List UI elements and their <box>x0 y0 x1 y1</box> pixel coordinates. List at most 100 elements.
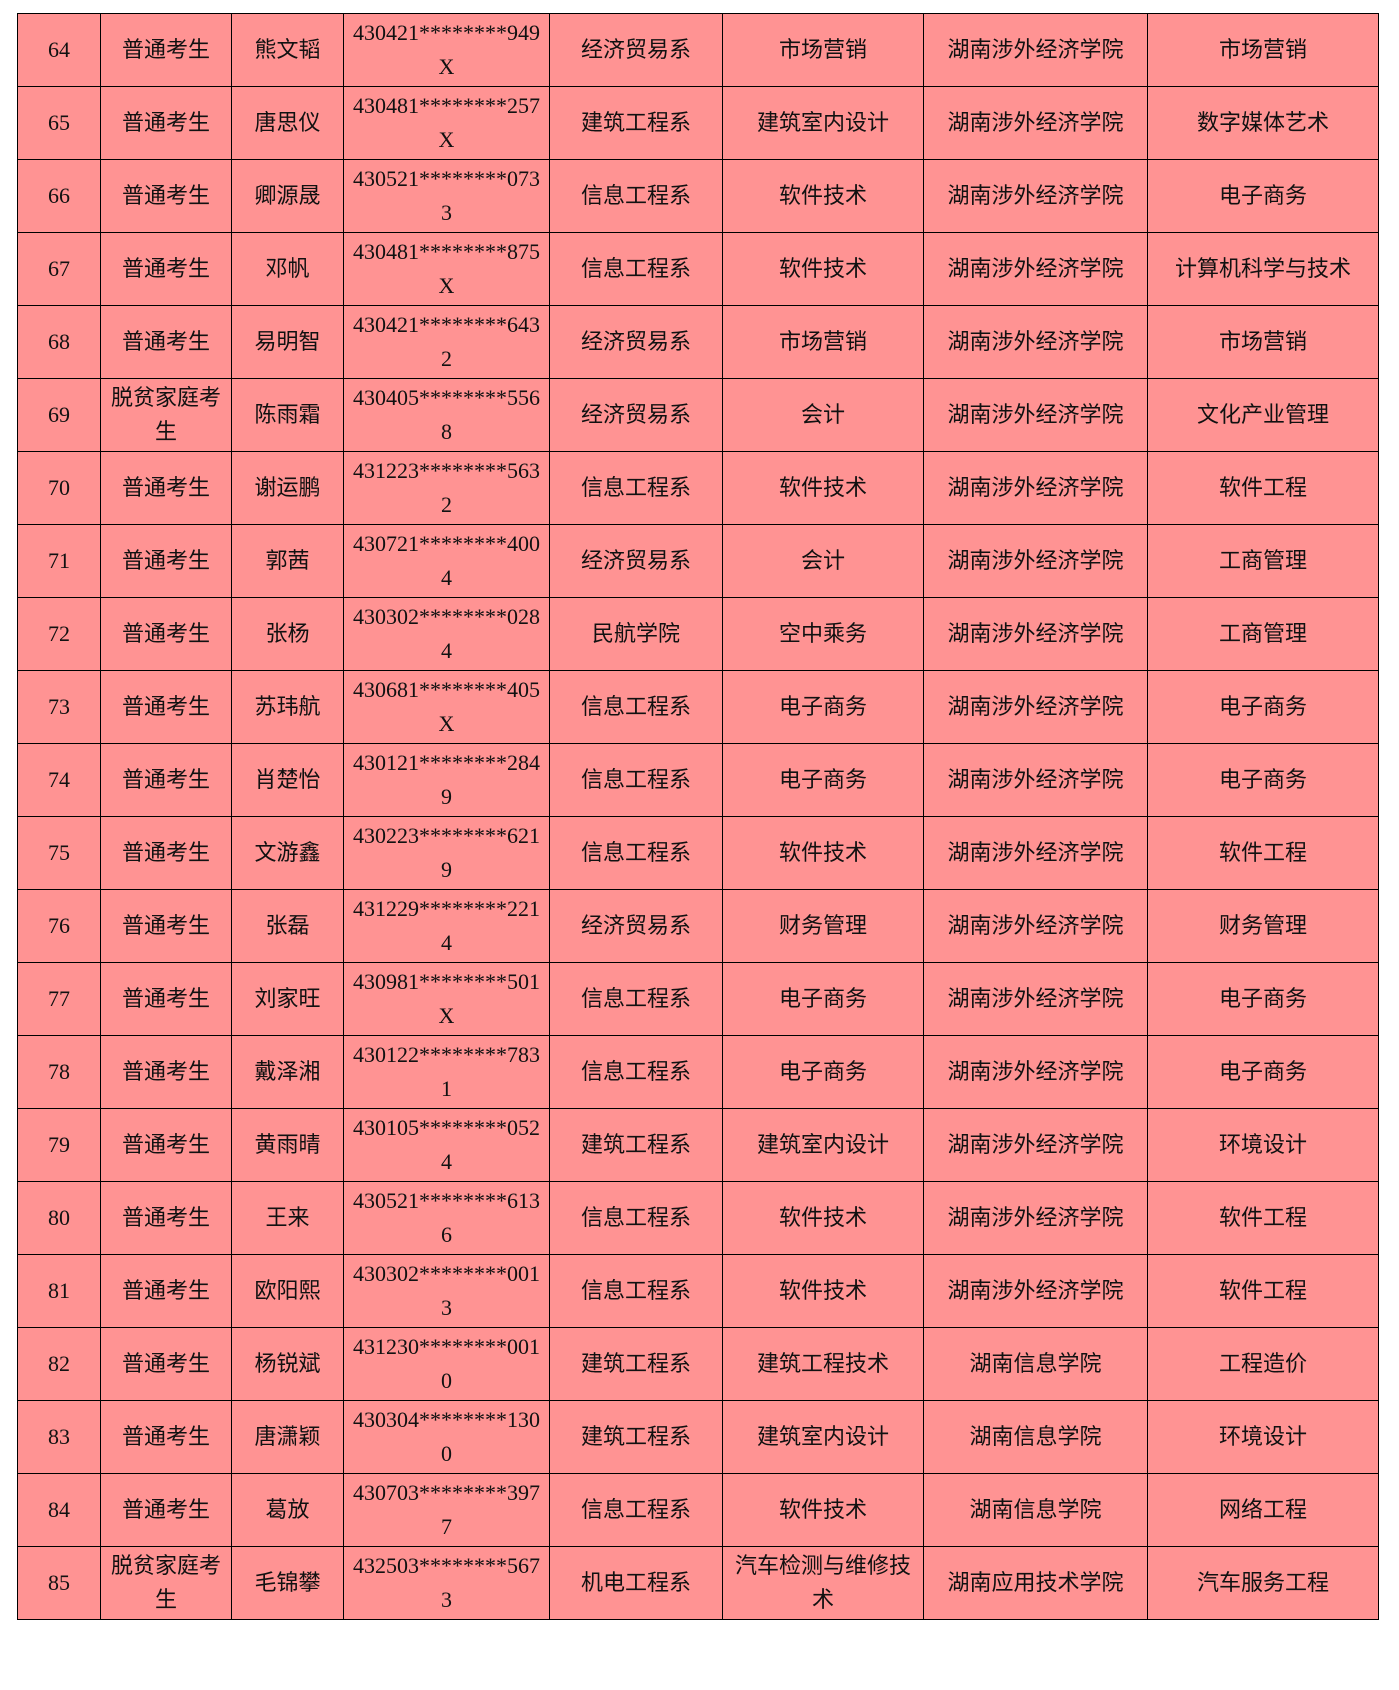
target-major-cell: 环境设计 <box>1147 1400 1379 1474</box>
major-cell: 软件技术 <box>722 451 924 525</box>
department-cell: 建筑工程系 <box>549 86 723 160</box>
seq-cell: 66 <box>17 159 101 233</box>
target-major-cell: 市场营销 <box>1147 305 1379 379</box>
id-number-cell: 430223********6219 <box>343 816 550 890</box>
target-college-cell: 湖南涉外经济学院 <box>923 524 1148 598</box>
category-cell: 脱贫家庭考生 <box>100 378 232 452</box>
name-cell: 王来 <box>231 1181 344 1255</box>
department-cell: 民航学院 <box>549 597 723 671</box>
id-number-cell: 430481********257X <box>343 86 550 160</box>
target-major-cell: 财务管理 <box>1147 889 1379 963</box>
name-cell: 杨锐斌 <box>231 1327 344 1401</box>
seq-cell: 74 <box>17 743 101 817</box>
seq-cell: 69 <box>17 378 101 452</box>
id-number-cell: 430721********4004 <box>343 524 550 598</box>
target-major-cell: 数字媒体艺术 <box>1147 86 1379 160</box>
major-cell: 电子商务 <box>722 743 924 817</box>
name-cell: 邓帆 <box>231 232 344 306</box>
department-cell: 建筑工程系 <box>549 1400 723 1474</box>
table-row: 74 普通考生 肖楚怡 430121********2849 信息工程系 电子商务 湖南涉外… <box>17 743 1379 817</box>
target-college-cell: 湖南涉外经济学院 <box>923 86 1148 160</box>
seq-cell: 80 <box>17 1181 101 1255</box>
department-cell: 经济贸易系 <box>549 13 723 87</box>
major-cell: 财务管理 <box>722 889 924 963</box>
seq-cell: 72 <box>17 597 101 671</box>
target-college-cell: 湖南涉外经济学院 <box>923 1254 1148 1328</box>
department-cell: 信息工程系 <box>549 159 723 233</box>
target-college-cell: 湖南涉外经济学院 <box>923 962 1148 1036</box>
seq-cell: 73 <box>17 670 101 744</box>
category-cell: 普通考生 <box>100 597 232 671</box>
name-cell: 唐潇颖 <box>231 1400 344 1474</box>
table-row: 69 脱贫家庭考生 陈雨霜 430405********5568 经济贸易系 会计 湖南涉外… <box>17 378 1379 452</box>
category-cell: 脱贫家庭考生 <box>100 1546 232 1620</box>
target-major-cell: 工程造价 <box>1147 1327 1379 1401</box>
id-number-cell: 430105********0524 <box>343 1108 550 1182</box>
table-row: 76 普通考生 张磊 431229********2214 经济贸易系 财务管理 湖南涉外经… <box>17 889 1379 963</box>
category-cell: 普通考生 <box>100 816 232 890</box>
department-cell: 机电工程系 <box>549 1546 723 1620</box>
major-cell: 电子商务 <box>722 962 924 1036</box>
seq-cell: 84 <box>17 1473 101 1547</box>
name-cell: 唐思仪 <box>231 86 344 160</box>
department-cell: 经济贸易系 <box>549 378 723 452</box>
name-cell: 陈雨霜 <box>231 378 344 452</box>
department-cell: 信息工程系 <box>549 816 723 890</box>
major-cell: 市场营销 <box>722 13 924 87</box>
category-cell: 普通考生 <box>100 1108 232 1182</box>
table-row: 65 普通考生 唐思仪 430481********257X 建筑工程系 建筑室内设计 湖南… <box>17 86 1379 160</box>
seq-cell: 76 <box>17 889 101 963</box>
target-college-cell: 湖南信息学院 <box>923 1327 1148 1401</box>
department-cell: 信息工程系 <box>549 451 723 525</box>
target-college-cell: 湖南涉外经济学院 <box>923 305 1148 379</box>
id-number-cell: 431230********0010 <box>343 1327 550 1401</box>
target-major-cell: 电子商务 <box>1147 159 1379 233</box>
table-row: 67 普通考生 邓帆 430481********875X 信息工程系 软件技术 湖南涉外经… <box>17 232 1379 306</box>
seq-cell: 79 <box>17 1108 101 1182</box>
department-cell: 建筑工程系 <box>549 1327 723 1401</box>
category-cell: 普通考生 <box>100 13 232 87</box>
seq-cell: 75 <box>17 816 101 890</box>
department-cell: 信息工程系 <box>549 1181 723 1255</box>
target-major-cell: 电子商务 <box>1147 962 1379 1036</box>
id-number-cell: 430681********405X <box>343 670 550 744</box>
target-college-cell: 湖南涉外经济学院 <box>923 13 1148 87</box>
seq-cell: 83 <box>17 1400 101 1474</box>
table-row: 77 普通考生 刘家旺 430981********501X 信息工程系 电子商务 湖南涉外… <box>17 962 1379 1036</box>
seq-cell: 81 <box>17 1254 101 1328</box>
id-number-cell: 430304********1300 <box>343 1400 550 1474</box>
id-number-cell: 430981********501X <box>343 962 550 1036</box>
name-cell: 黄雨晴 <box>231 1108 344 1182</box>
admission-table: 64 普通考生 熊文韬 430421********949X 经济贸易系 市场营销 湖南涉外… <box>17 13 1379 1620</box>
major-cell: 软件技术 <box>722 1181 924 1255</box>
major-cell: 空中乘务 <box>722 597 924 671</box>
category-cell: 普通考生 <box>100 524 232 598</box>
target-college-cell: 湖南涉外经济学院 <box>923 232 1148 306</box>
name-cell: 刘家旺 <box>231 962 344 1036</box>
major-cell: 软件技术 <box>722 1473 924 1547</box>
seq-cell: 82 <box>17 1327 101 1401</box>
id-number-cell: 431223********5632 <box>343 451 550 525</box>
category-cell: 普通考生 <box>100 1181 232 1255</box>
target-college-cell: 湖南涉外经济学院 <box>923 670 1148 744</box>
target-major-cell: 电子商务 <box>1147 670 1379 744</box>
major-cell: 建筑工程技术 <box>722 1327 924 1401</box>
department-cell: 经济贸易系 <box>549 889 723 963</box>
target-college-cell: 湖南涉外经济学院 <box>923 1181 1148 1255</box>
target-college-cell: 湖南涉外经济学院 <box>923 1035 1148 1109</box>
target-major-cell: 软件工程 <box>1147 816 1379 890</box>
table-row: 66 普通考生 卿源晟 430521********0733 信息工程系 软件技术 湖南涉外… <box>17 159 1379 233</box>
id-number-cell: 430481********875X <box>343 232 550 306</box>
name-cell: 葛放 <box>231 1473 344 1547</box>
target-major-cell: 软件工程 <box>1147 451 1379 525</box>
department-cell: 信息工程系 <box>549 1473 723 1547</box>
major-cell: 会计 <box>722 524 924 598</box>
target-major-cell: 软件工程 <box>1147 1181 1379 1255</box>
table-row: 85 脱贫家庭考生 毛锦攀 432503********5673 机电工程系 汽车检测与维… <box>17 1546 1379 1620</box>
major-cell: 软件技术 <box>722 232 924 306</box>
target-college-cell: 湖南信息学院 <box>923 1473 1148 1547</box>
target-college-cell: 湖南涉外经济学院 <box>923 816 1148 890</box>
category-cell: 普通考生 <box>100 305 232 379</box>
category-cell: 普通考生 <box>100 86 232 160</box>
seq-cell: 78 <box>17 1035 101 1109</box>
